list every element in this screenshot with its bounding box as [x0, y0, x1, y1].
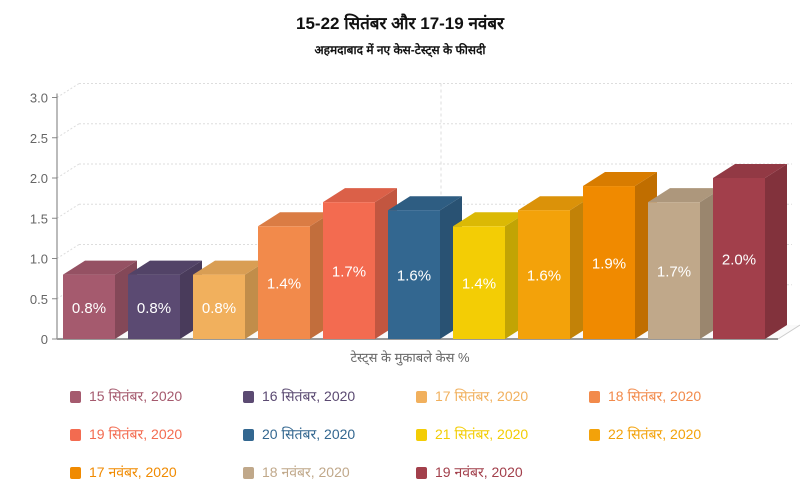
- data-label: 1.7%: [657, 264, 691, 281]
- legend-swatch: [589, 428, 600, 441]
- bar: [323, 202, 375, 339]
- bar: [193, 274, 245, 339]
- legend-label: 15 सितंबर, 2020: [89, 388, 183, 404]
- bar: [518, 210, 570, 339]
- legend-item[interactable]: 18 नवंबर, 2020: [243, 463, 350, 482]
- data-label: 1.6%: [397, 268, 431, 285]
- bar-top: [323, 188, 397, 203]
- bar: [63, 274, 115, 339]
- legend-item[interactable]: 16 सितंबर, 2020: [243, 387, 355, 406]
- grid-diagonal: [56, 83, 80, 98]
- bar: [583, 186, 635, 339]
- grid-diagonal: [56, 244, 80, 259]
- data-label: 0.8%: [202, 300, 236, 317]
- y-tick-label: 0: [41, 332, 48, 347]
- legend-label: 19 नवंबर, 2020: [435, 464, 523, 480]
- legend-swatch: [70, 466, 81, 479]
- bar-top: [648, 188, 722, 203]
- legend-label: 18 सितंबर, 2020: [608, 388, 702, 404]
- y-tick-label: 0.5: [30, 292, 48, 307]
- legend-item[interactable]: 17 सितंबर, 2020: [416, 387, 528, 406]
- legend-swatch: [70, 428, 81, 441]
- legend-item[interactable]: 18 सितंबर, 2020: [589, 387, 701, 406]
- legend-label: 20 सितंबर, 2020: [262, 426, 356, 442]
- bar: [648, 202, 700, 339]
- legend-label: 21 सितंबर, 2020: [435, 426, 529, 442]
- data-label: 0.8%: [137, 300, 171, 317]
- legend-label: 16 सितंबर, 2020: [262, 388, 356, 404]
- bar-top: [193, 260, 267, 275]
- legend-label: 22 सितंबर, 2020: [608, 426, 702, 442]
- data-label: 0.8%: [72, 300, 106, 317]
- bar-top: [453, 212, 527, 227]
- bar: [258, 226, 310, 339]
- legend-item[interactable]: 17 नवंबर, 2020: [70, 463, 177, 482]
- legend-item[interactable]: 19 सितंबर, 2020: [70, 425, 182, 444]
- legend-label: 17 सितंबर, 2020: [435, 388, 529, 404]
- legend-swatch: [243, 466, 254, 479]
- bar-top: [518, 196, 592, 211]
- grid-diagonal: [56, 163, 80, 179]
- legend-label: 17 नवंबर, 2020: [89, 464, 177, 480]
- y-tick-label: 2.0: [30, 171, 48, 186]
- bar-top: [713, 164, 787, 178]
- data-label: 1.4%: [267, 276, 301, 293]
- floor-edge: [777, 324, 800, 340]
- bar: [128, 274, 180, 339]
- bar-top: [128, 260, 202, 275]
- legend-label: 19 सितंबर, 2020: [89, 426, 183, 442]
- bar: [713, 178, 765, 339]
- grid-diagonal: [56, 203, 80, 219]
- legend-swatch: [70, 390, 81, 403]
- legend-swatch: [416, 428, 427, 441]
- bar-top: [63, 260, 137, 275]
- legend-item[interactable]: 21 सितंबर, 2020: [416, 425, 528, 444]
- data-label: 2.0%: [722, 252, 756, 269]
- legend-item[interactable]: 19 नवंबर, 2020: [416, 463, 523, 482]
- chart-title: 15-22 सितंबर और 17-19 नवंबर: [296, 14, 504, 33]
- bar-side: [765, 164, 787, 339]
- legend-swatch: [416, 390, 427, 403]
- y-tick-label: 1.5: [30, 211, 48, 226]
- y-tick-label: 2.5: [30, 131, 48, 146]
- grid-diagonal: [56, 123, 80, 139]
- legend-swatch: [416, 466, 427, 479]
- legend-swatch: [243, 390, 254, 403]
- bar-top: [388, 196, 462, 211]
- bar-top: [258, 212, 332, 227]
- bar-top: [583, 172, 657, 187]
- y-tick-label: 1.0: [30, 252, 48, 267]
- data-label: 1.7%: [332, 264, 366, 281]
- data-label: 1.6%: [527, 268, 561, 285]
- legend-item[interactable]: 20 सितंबर, 2020: [243, 425, 355, 444]
- legend-item[interactable]: 15 सितंबर, 2020: [70, 387, 182, 406]
- legend-swatch: [589, 390, 600, 403]
- bar: [388, 210, 440, 339]
- legend-item[interactable]: 22 सितंबर, 2020: [589, 425, 701, 444]
- data-label: 1.4%: [462, 276, 496, 293]
- legend-swatch: [243, 428, 254, 441]
- x-axis-label: टेस्ट्स के मुकाबले केस %: [350, 350, 470, 365]
- bar: [453, 226, 505, 339]
- legend-label: 18 नवंबर, 2020: [262, 464, 350, 480]
- y-tick-label: 3.0: [30, 91, 48, 106]
- chart-subtitle: अहमदाबाद में नए केस-टेस्ट्स के फीसदी: [314, 43, 486, 57]
- data-label: 1.9%: [592, 256, 626, 273]
